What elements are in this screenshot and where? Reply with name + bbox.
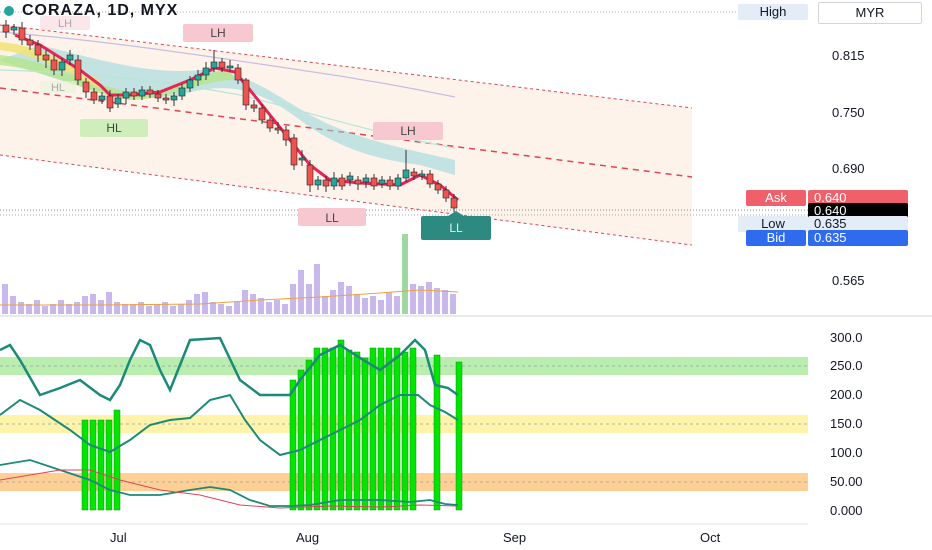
osc-line-3 <box>0 459 459 507</box>
trend-line-red <box>14 33 459 202</box>
channel-upper <box>0 24 693 109</box>
ask-value: 0.640 <box>808 190 908 206</box>
osc-line-2 <box>0 393 459 457</box>
price-tick: 0.750 <box>832 105 865 120</box>
volume-ma <box>0 289 459 306</box>
time-tick: Jul <box>110 530 127 545</box>
chart-title[interactable]: CORAZA, 1D, MYX <box>22 2 179 19</box>
annotation-lh-2: LH <box>373 122 443 140</box>
svg-text:LL: LL <box>449 221 463 235</box>
svg-text:HL: HL <box>106 121 122 135</box>
annotation-ll-1: LL <box>298 208 366 226</box>
time-tick: Oct <box>700 530 721 545</box>
header-dot-icon <box>4 6 14 16</box>
annotation-hl-2: HL <box>40 81 76 94</box>
annotation-lh-3: LH <box>40 16 90 30</box>
annotation-ll-2: LL <box>421 211 491 240</box>
volume-bars <box>2 234 456 314</box>
svg-text:HL: HL <box>51 82 65 94</box>
bid-value: 0.635 <box>808 230 908 246</box>
price-tick: 0.690 <box>832 161 865 176</box>
high-label: High <box>738 4 808 20</box>
svg-text:LH: LH <box>58 18 72 30</box>
ask-label: Ask <box>746 190 806 206</box>
oscillator-bars <box>81 339 463 511</box>
osc-tick: 200.0 <box>830 387 863 402</box>
last-price-value: 0.640 <box>808 203 908 219</box>
annotation-hl-1: HL <box>80 119 148 137</box>
annotation-lh-1: LH <box>183 24 253 42</box>
osc-tick: 250.0 <box>830 358 863 373</box>
currency-button[interactable]: MYR <box>818 2 922 24</box>
osc-line-red <box>0 469 459 509</box>
ma-ribbon-green <box>0 55 235 100</box>
ma-line-gray <box>0 31 456 98</box>
time-tick: Aug <box>296 530 320 545</box>
svg-text:LH: LH <box>210 26 225 40</box>
svg-text:LH: LH <box>400 124 415 138</box>
ma-ribbon-yellow <box>0 42 100 88</box>
candlesticks[interactable] <box>2 20 458 212</box>
svg-text:LL: LL <box>325 211 339 225</box>
low-value: 0.635 <box>808 216 908 232</box>
bid-label: Bid <box>746 230 806 246</box>
price-tick: 0.565 <box>832 273 865 288</box>
time-tick: Sep <box>503 530 527 545</box>
low-label: Low <box>738 216 808 232</box>
osc-tick: 300.0 <box>830 330 863 345</box>
osc-tick: 0.000 <box>830 503 863 518</box>
osc-tick: 100.0 <box>830 445 863 460</box>
osc-tick: 50.00 <box>830 474 863 489</box>
channel-lower <box>0 154 693 246</box>
osc-tick: 150.0 <box>830 416 863 431</box>
osc-line-1 <box>0 336 459 402</box>
price-tick: 0.815 <box>832 48 865 63</box>
